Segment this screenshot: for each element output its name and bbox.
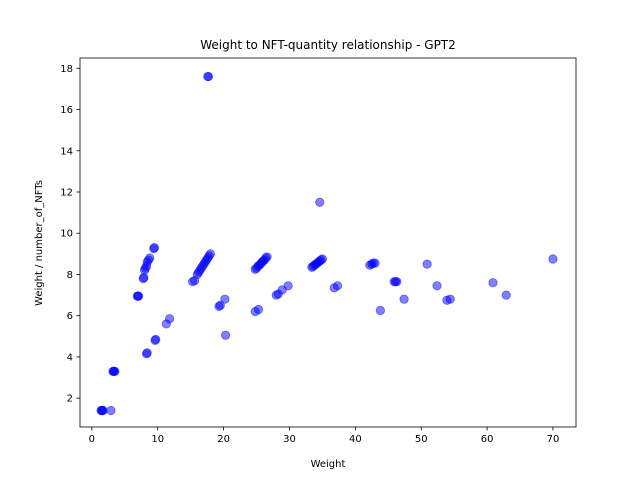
x-tick-label: 0 bbox=[89, 434, 95, 445]
data-point bbox=[501, 290, 511, 300]
data-point bbox=[488, 278, 498, 288]
data-point bbox=[283, 281, 293, 291]
data-point bbox=[164, 314, 175, 324]
x-tick-label: 10 bbox=[151, 434, 164, 445]
x-tick-label: 40 bbox=[349, 434, 362, 445]
x-tick-label: 60 bbox=[481, 434, 494, 445]
data-point bbox=[110, 366, 120, 376]
data-point bbox=[432, 281, 442, 291]
data-point bbox=[262, 252, 272, 262]
x-axis-label: Weight bbox=[311, 459, 346, 470]
y-tick-label: 14 bbox=[60, 146, 73, 157]
x-tick-label: 50 bbox=[415, 434, 428, 445]
data-point bbox=[548, 254, 558, 264]
data-point bbox=[106, 405, 116, 416]
data-point bbox=[399, 294, 409, 304]
y-tick-label: 10 bbox=[60, 229, 73, 240]
data-point bbox=[205, 249, 216, 259]
y-axis: 2 4 6 8 10 12 14 16 18 bbox=[60, 64, 80, 405]
data-point bbox=[220, 330, 231, 340]
data-point bbox=[134, 291, 144, 301]
data-point bbox=[422, 259, 432, 269]
data-point bbox=[220, 294, 230, 304]
data-point bbox=[370, 258, 380, 268]
data-point bbox=[142, 348, 152, 358]
data-point bbox=[253, 304, 264, 315]
data-point bbox=[392, 277, 402, 287]
y-tick-label: 8 bbox=[67, 270, 73, 281]
y-axis-label: Weight / number_of_NFTs bbox=[34, 180, 45, 306]
x-tick-label: 20 bbox=[217, 434, 230, 445]
x-tick-label: 70 bbox=[547, 434, 560, 445]
data-point bbox=[317, 254, 327, 264]
data-point bbox=[332, 281, 343, 291]
data-point bbox=[151, 334, 161, 344]
chart-title: Weight to NFT-quantity relationship - GP… bbox=[200, 38, 456, 52]
data-point bbox=[445, 294, 455, 304]
y-tick-label: 6 bbox=[67, 311, 73, 322]
data-point bbox=[149, 243, 160, 253]
x-axis: 0 10 20 30 40 50 60 70 bbox=[89, 427, 560, 445]
plot-frame bbox=[79, 57, 577, 428]
data-point bbox=[145, 253, 155, 263]
data-point bbox=[375, 305, 385, 316]
data-point bbox=[203, 71, 214, 82]
data-point bbox=[215, 300, 225, 310]
y-tick-label: 18 bbox=[60, 64, 73, 75]
y-tick-label: 4 bbox=[67, 352, 73, 363]
x-tick-label: 30 bbox=[283, 434, 296, 445]
data-point bbox=[98, 405, 108, 416]
points-layer bbox=[96, 71, 558, 416]
y-tick-label: 12 bbox=[60, 187, 73, 198]
y-tick-label: 16 bbox=[60, 105, 73, 116]
y-tick-label: 2 bbox=[67, 394, 73, 405]
data-point bbox=[315, 197, 325, 207]
